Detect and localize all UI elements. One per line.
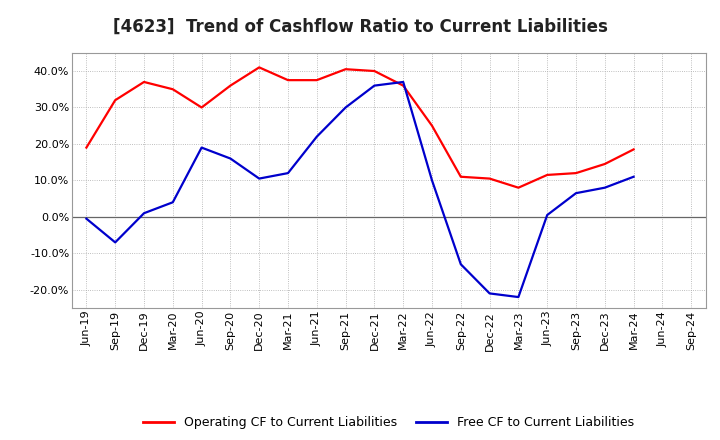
Legend: Operating CF to Current Liabilities, Free CF to Current Liabilities: Operating CF to Current Liabilities, Fre…	[138, 411, 639, 434]
Text: [4623]  Trend of Cashflow Ratio to Current Liabilities: [4623] Trend of Cashflow Ratio to Curren…	[112, 18, 608, 36]
